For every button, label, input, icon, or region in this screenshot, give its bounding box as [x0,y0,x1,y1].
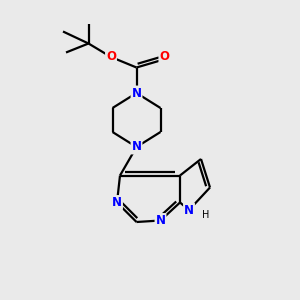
Text: N: N [184,203,194,217]
Text: H: H [202,209,209,220]
Text: N: N [131,140,142,154]
Text: N: N [112,196,122,209]
Text: N: N [131,86,142,100]
Text: O: O [106,50,116,64]
Text: N: N [155,214,166,227]
Text: O: O [159,50,170,64]
